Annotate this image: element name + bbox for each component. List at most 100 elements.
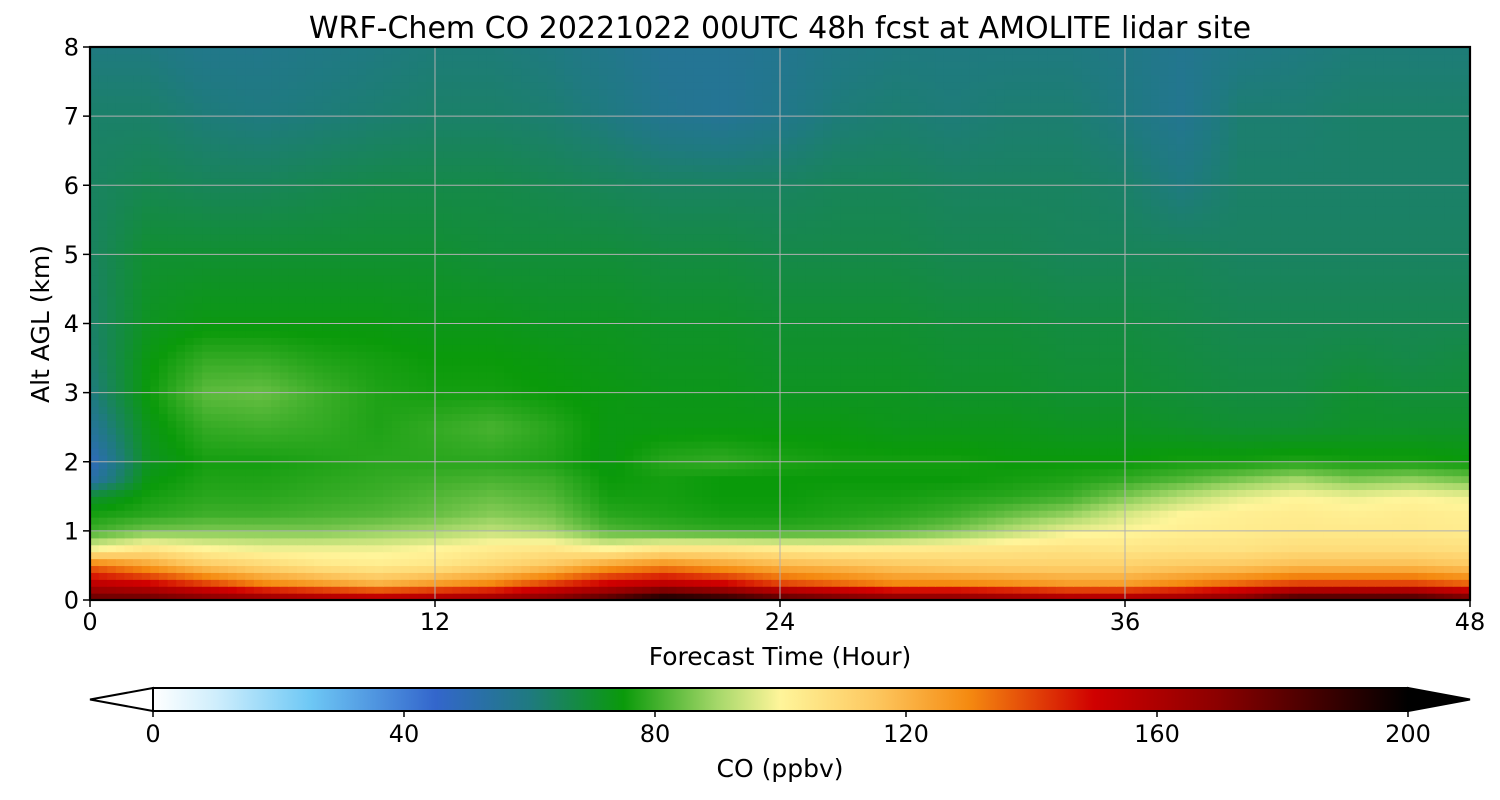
heatmap-cell [504, 565, 514, 573]
heatmap-cell [840, 385, 850, 394]
heatmap-cell [409, 517, 419, 525]
heatmap-cell [184, 558, 195, 567]
heatmap-cell [874, 523, 885, 532]
heatmap-cell [167, 503, 177, 511]
heatmap-cell [193, 544, 203, 553]
heatmap-cell [159, 517, 169, 525]
heatmap-cell [245, 544, 255, 553]
heatmap-cell [667, 537, 678, 546]
heatmap-cell [391, 530, 402, 539]
heatmap-cell [1004, 427, 1014, 435]
heatmap-cell [547, 579, 557, 587]
heatmap-cell [322, 496, 333, 504]
heatmap-cell [745, 482, 755, 490]
heatmap-cell [598, 565, 609, 573]
heatmap-cell [1383, 454, 1393, 463]
heatmap-cell [918, 517, 928, 525]
heatmap-cell [1125, 510, 1135, 518]
heatmap-cell [107, 517, 117, 525]
heatmap-cell [918, 441, 928, 449]
heatmap-cell [1288, 475, 1299, 484]
heatmap-cell [141, 378, 151, 387]
heatmap-cell [814, 489, 824, 497]
heatmap-cell [1202, 468, 1212, 477]
heatmap-cell [1237, 475, 1247, 484]
heatmap-cell [1099, 468, 1109, 477]
heatmap-cell [1073, 461, 1083, 470]
heatmap-cell [650, 565, 660, 573]
heatmap-cell [357, 392, 367, 401]
heatmap-cell [495, 468, 505, 477]
heatmap-cell [1056, 399, 1066, 408]
heatmap-cell [918, 475, 928, 484]
heatmap-cell [538, 551, 548, 560]
heatmap-cell [797, 593, 807, 600]
heatmap-cell [1263, 551, 1273, 560]
heatmap-cell [978, 461, 988, 470]
heatmap-cell [314, 447, 324, 456]
heatmap-cell [486, 468, 496, 477]
heatmap-cell [374, 551, 384, 560]
heatmap-cell [124, 413, 134, 421]
heatmap-cell [219, 558, 229, 567]
heatmap-cell [1340, 468, 1350, 477]
heatmap-cell [331, 461, 341, 470]
heatmap-cell [754, 413, 764, 421]
heatmap-cell [210, 461, 220, 470]
heatmap-cell [1150, 593, 1161, 600]
heatmap-cell [814, 510, 824, 518]
heatmap-cell [1288, 392, 1299, 401]
heatmap-cell [909, 392, 919, 401]
heatmap-cell [210, 593, 220, 600]
heatmap-cell [1056, 537, 1066, 546]
heatmap-cell [1219, 482, 1230, 490]
heatmap-cell [460, 441, 471, 449]
heatmap-cell [711, 537, 721, 546]
heatmap-cell [331, 551, 341, 560]
heatmap-cell [693, 530, 703, 539]
heatmap-cell [1056, 385, 1066, 394]
heatmap-cell [1228, 441, 1238, 449]
heatmap-cell [555, 413, 565, 421]
heatmap-cell [840, 586, 850, 594]
heatmap-cell [417, 413, 427, 421]
heatmap-cell [616, 427, 626, 435]
heatmap-cell [322, 503, 333, 511]
heatmap-cell [676, 565, 686, 573]
heatmap-cell [633, 517, 643, 525]
heatmap-cell [952, 579, 962, 587]
heatmap-cell [184, 468, 195, 477]
heatmap-cell [1107, 579, 1117, 587]
heatmap-cell [667, 420, 678, 428]
heatmap-cell [1211, 489, 1221, 497]
heatmap-cell [1245, 593, 1255, 600]
heatmap-cell [883, 482, 893, 490]
heatmap-cell [797, 523, 807, 532]
heatmap-cell [1194, 454, 1204, 463]
heatmap-cell [1116, 565, 1126, 573]
heatmap-cell [1297, 454, 1307, 463]
heatmap-cell [1288, 510, 1299, 518]
heatmap-cell [262, 544, 272, 553]
heatmap-cell [1375, 447, 1385, 456]
heatmap-cell [1366, 475, 1376, 484]
heatmap-cell [1116, 593, 1126, 600]
heatmap-cell [564, 565, 574, 573]
heatmap-cell [150, 558, 160, 567]
heatmap-cell [1357, 461, 1368, 470]
heatmap-cell [383, 475, 393, 484]
heatmap-cell [676, 530, 686, 539]
heatmap-cell [1081, 441, 1092, 449]
heatmap-cell [279, 385, 289, 394]
heatmap-cell [193, 558, 203, 567]
heatmap-cell [391, 482, 402, 490]
heatmap-cell [1271, 468, 1281, 477]
heatmap-cell [590, 517, 600, 525]
heatmap-cell [1392, 461, 1402, 470]
heatmap-cell [478, 523, 488, 532]
heatmap-cell [228, 579, 238, 587]
heatmap-cell [1047, 586, 1057, 594]
heatmap-cell [943, 413, 954, 421]
heatmap-cell [926, 544, 936, 553]
heatmap-cell [340, 420, 350, 428]
